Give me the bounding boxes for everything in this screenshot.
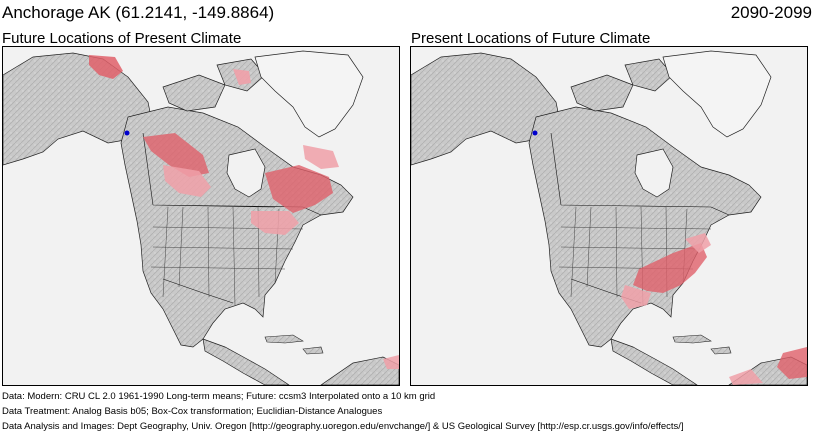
landmass-greenland — [662, 50, 772, 138]
hudson-bay — [634, 148, 674, 198]
data-notes: Data: Modern: CRU CL 2.0 1961-1990 Long-… — [2, 389, 684, 434]
landmass-caribbean — [264, 334, 324, 355]
landmass-caribbean — [672, 334, 732, 355]
analog-region-south-america — [383, 355, 399, 369]
analog-region-yukon — [143, 133, 209, 177]
analog-region-mid-atlantic — [685, 233, 711, 253]
time-period-label: 2090-2099 — [730, 3, 812, 22]
analog-region-southeast-us — [633, 243, 707, 293]
data-treatment-note: Data Treatment: Analog Basis b05; Box-Co… — [2, 406, 383, 417]
analog-regions — [89, 55, 399, 369]
state-borders — [558, 206, 712, 306]
landmass-central-america — [610, 338, 698, 385]
landmass-central-america — [202, 338, 290, 385]
analog-region-northwest-territories — [163, 165, 211, 197]
analog-region-gulf-coast — [621, 285, 651, 309]
analog-region-colombia — [729, 369, 763, 385]
state-borders — [150, 206, 304, 306]
analog-region-quebec — [265, 165, 333, 213]
analog-region-alaska-north — [89, 55, 123, 79]
future-locations-map — [2, 46, 400, 386]
analog-region-labrador — [303, 145, 339, 169]
hudson-bay — [226, 148, 266, 198]
analog-region-south-america — [777, 347, 807, 379]
data-analysis-note: Data Analysis and Images: Dept Geography… — [2, 421, 684, 432]
landmass-greenland — [254, 50, 364, 138]
right-panel-title: Present Locations of Future Climate — [411, 30, 651, 47]
analog-regions — [621, 233, 807, 385]
anchorage-location-marker — [532, 130, 538, 136]
map-title: Anchorage AK (61.2141, -149.8864) — [2, 3, 275, 22]
analog-region-great-lakes — [251, 211, 299, 235]
country-borders — [142, 132, 322, 304]
anchorage-location-marker — [124, 130, 130, 136]
analog-region-alaska-peninsula — [233, 69, 251, 85]
data-source-note: Data: Modern: CRU CL 2.0 1961-1990 Long-… — [2, 391, 436, 402]
landmass-arctic-islands — [570, 58, 674, 112]
country-borders — [550, 132, 730, 304]
left-panel-title: Future Locations of Present Climate — [2, 30, 242, 47]
present-locations-map — [410, 46, 808, 386]
